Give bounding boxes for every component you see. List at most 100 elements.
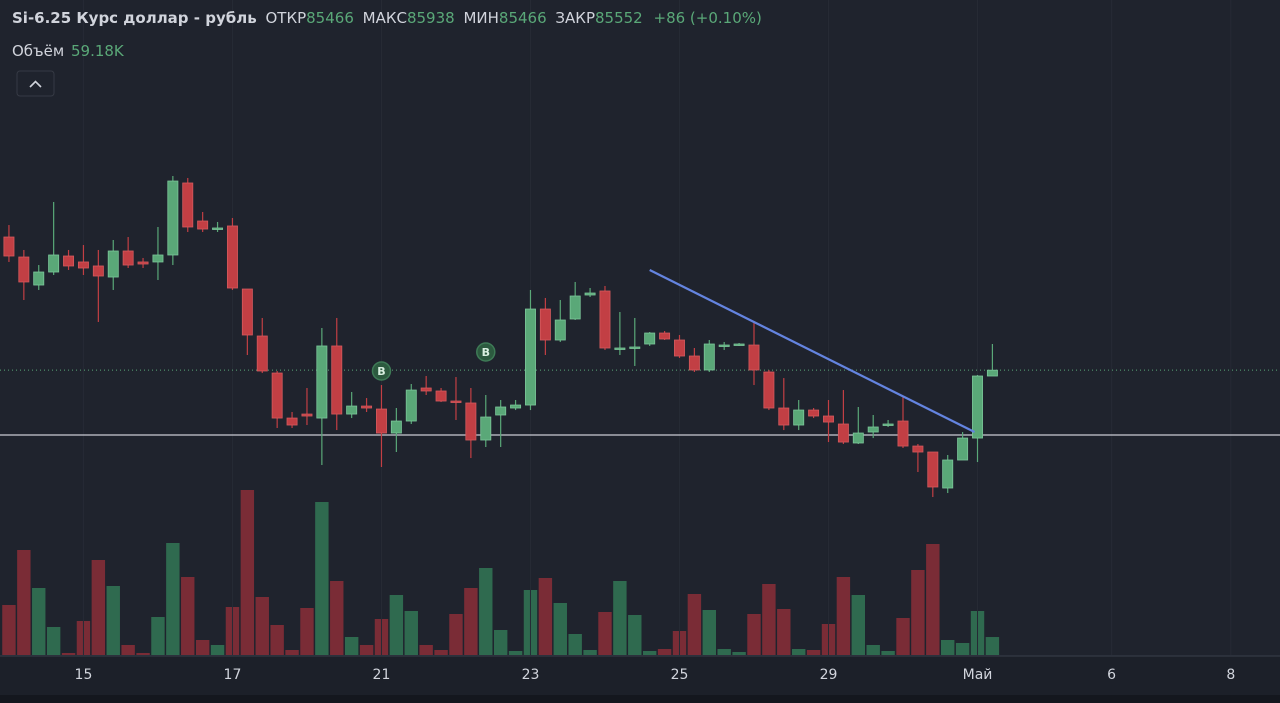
candle-body [629,346,641,349]
volume-bar [285,650,299,655]
lines-layer [0,369,1280,436]
candle-body [256,335,268,372]
volume-bar [806,650,821,655]
candle-body [182,182,194,228]
candle-body [823,415,834,423]
candle-body [361,405,373,409]
trend-line [649,268,976,433]
volume-layer [2,490,1000,655]
legend-change: +86 (+0.10%) [654,9,762,27]
candle-body [912,445,924,453]
candle-body [152,254,164,263]
trade-marker [476,342,496,362]
candle-body [942,459,954,489]
candle-body [197,220,209,230]
volume-legend: Объём 59.18K [12,42,125,60]
volume-bar [568,634,582,655]
volume-bar [896,618,910,655]
candle-body [525,308,536,406]
volume-bar [791,649,806,655]
volume-bar [628,615,642,655]
candle-body [584,292,596,296]
candle-body [48,254,60,273]
candle-body [77,261,89,269]
volume-bar [702,610,716,655]
candle-body [808,409,820,417]
legend-value: 85466 [306,9,354,27]
volume-bar [955,643,970,655]
volume-bar [985,637,1000,655]
candle-body [674,339,685,357]
volume-bar [881,651,895,655]
legend-label: МАКС [363,9,407,27]
volume-bar [642,651,657,655]
candle-body [33,271,45,286]
candles-layer [3,176,998,498]
candle-body [405,389,417,422]
volume-bar [583,650,597,655]
candle-body [733,343,745,346]
legend-label: МИН [463,9,498,27]
candle-body [435,390,447,402]
candle-body [63,255,75,267]
legend-value: 85938 [407,9,455,27]
candle-body [927,451,939,488]
volume-bar [762,584,776,655]
candle-body [569,295,581,320]
volume-bar [181,577,195,655]
candle-body [659,332,671,340]
candle-body [316,345,328,419]
volume-bar [732,652,746,655]
candle-body [212,227,224,230]
volume-bar [777,609,791,655]
volume-bar [195,640,210,655]
legend-label: ОТКР [265,9,306,27]
volume-name: Объём [12,42,64,60]
volume-bar [434,650,448,655]
collapse-button[interactable] [16,70,55,97]
volume-bar [449,614,463,655]
candle-body [688,355,700,371]
candle-body [390,420,402,434]
volume-bar [747,614,761,655]
volume-bar [479,568,493,655]
candle-body [420,387,432,392]
volume-bar [598,612,612,655]
volume-bar [941,640,955,655]
grid-layer [82,0,1232,655]
volume-bar [32,588,46,655]
candle-body [897,420,909,447]
candle-body [644,332,656,345]
bottom-bar [0,695,1280,703]
volume-bar [553,603,567,655]
volume-bar [851,595,866,655]
candle-body [763,371,775,409]
volume-bar [61,653,76,655]
x-tick-label: 8 [1226,667,1235,683]
candle-body [793,409,805,426]
volume-bar [151,617,165,655]
volume-bar [687,594,702,655]
volume-bar [255,597,269,655]
volume-value: 59.18K [71,42,125,60]
candle-body [480,416,492,441]
candle-body [331,345,343,415]
trade-marker-label: B [482,346,490,359]
volume-bar [717,649,731,655]
trade-marker-label: B [377,365,385,378]
x-tick-label: Май [963,667,993,683]
volume-bar [389,595,404,655]
candle-body [882,423,894,426]
legend-label: ЗАКР [555,9,595,27]
x-tick-label: 23 [522,667,540,683]
candle-body [986,369,998,377]
collapse-icon [29,80,42,88]
candle-body [241,288,253,336]
candle-body [748,344,760,371]
x-tick-label: 17 [224,667,242,683]
candle-body [867,426,879,433]
candle-body [718,344,730,347]
candle-body [376,408,387,434]
candle-body [18,256,30,283]
